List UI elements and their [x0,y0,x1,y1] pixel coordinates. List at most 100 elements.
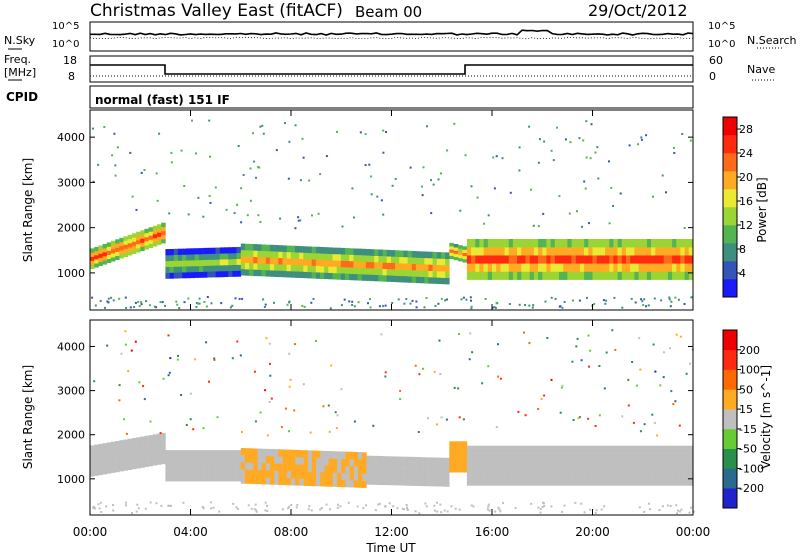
power-echo-cell [194,260,200,267]
velocity-echo-cell [667,469,673,478]
velocity-scatter-cell [236,507,239,510]
power-echo-cell [286,251,292,259]
power-echo-cell [567,239,572,248]
velocity-echo-cell [119,458,124,466]
velocity-sparse-cell [678,424,681,427]
power-echo-cell [492,255,497,264]
power-echo-cell [512,255,518,264]
power-echo-cell [592,247,597,256]
velocity-scatter-cell [458,508,461,511]
velocity-echo-cell [311,471,317,480]
power-echo-cell [244,262,250,270]
power-sparse-cell [581,225,583,228]
velocity-colorbar-frame [722,329,738,509]
power-echo-cell [140,234,145,239]
power-echo-cell [411,257,417,264]
velocity-echo-cell [399,468,404,475]
power-echo-cell [684,263,690,272]
velocity-echo-cell [236,456,242,463]
velocity-echo-cell [265,456,271,464]
velocity-echo-cell [596,453,602,462]
power-echo-cell [336,260,342,267]
velocity-echo-cell [102,467,108,475]
velocity-echo-cell [228,468,233,476]
velocity-echo-cell [538,453,543,462]
power-echo-cell [207,247,212,254]
power-echo-cell [340,254,346,261]
velocity-echo-cell [391,473,396,480]
velocity-echo-cell [407,479,413,486]
velocity-echo-cell [224,462,229,469]
velocity-echo-cell [672,477,677,486]
velocity-echo-cell [592,453,597,462]
velocity-echo-cell [98,456,103,463]
power-echo-cell [680,263,685,272]
velocity-sparse-cell [168,371,171,374]
power-echo-cell [106,250,112,255]
velocity-echo-cell [177,462,183,469]
power-echo-cell [349,254,354,262]
velocity-sparse-cell [572,419,575,421]
power-echo-cell [462,249,468,253]
power-echo-cell [169,249,175,256]
velocity-scatter-cell [182,501,185,504]
power-echo-cell [575,271,581,280]
power-echo-cell [345,267,350,274]
power-echo-cell [432,264,438,272]
x-axis-label: Time UT [365,541,416,554]
power-echo-cell [315,259,321,267]
velocity-echo-cell [307,450,313,458]
power-echo-cell [228,247,233,254]
power-echo-cell [500,239,505,248]
power-echo-cell [605,247,610,256]
power-sparse-cell [673,152,676,154]
velocity-echo-cell [157,446,162,453]
power-echo-cell [98,249,103,254]
power-echo-cell [353,248,358,256]
power-echo-cell [538,263,543,272]
velocity-echo-cell [688,477,694,486]
velocity-echo-cell [533,453,539,462]
power-echo-cell [630,247,635,256]
velocity-echo-cell [521,453,526,462]
velocity-echo-cell [646,445,652,454]
power-echo-cell [370,261,375,269]
power-echo-cell [249,262,254,270]
power-echo-cell [244,250,250,257]
velocity-scatter-cell [514,507,517,510]
power-echo-cell [198,259,204,266]
velocity-y-tick-label: 2000 [57,429,85,442]
velocity-scatter-cell [100,511,103,513]
velocity-echo-cell [115,441,120,448]
velocity-echo-cell [358,473,363,481]
power-echo-cell [307,246,312,254]
velocity-echo-cell [680,469,685,478]
velocity-echo-cell [358,459,363,467]
velocity-echo-cell [504,477,510,486]
power-echo-cell [303,271,308,279]
velocity-sparse-cell [142,385,145,388]
power-echo-cell [517,239,522,248]
velocity-echo-cell [257,448,262,456]
power-sparse-cell [584,187,587,190]
power-echo-cell [390,269,396,276]
power-echo-cell [173,248,179,255]
velocity-echo-cell [253,469,258,477]
power-echo-cell [538,239,543,248]
power-sparse-cell [681,133,684,135]
power-sparse-cell [558,195,561,198]
power-y-tick-label: 1000 [57,267,85,280]
power-echo-cell [546,255,551,264]
power-echo-cell [651,255,656,264]
velocity-echo-cell [182,474,187,482]
velocity-echo-cell [203,468,208,476]
velocity-echo-cell [432,474,438,481]
velocity-echo-cell [672,461,677,470]
velocity-scatter-cell [446,510,449,513]
velocity-echo-cell [307,478,313,486]
power-echo-cell [554,247,560,256]
power-echo-cell [449,246,454,250]
velocity-echo-cell [546,461,551,470]
velocity-sparse-cell [571,360,574,363]
